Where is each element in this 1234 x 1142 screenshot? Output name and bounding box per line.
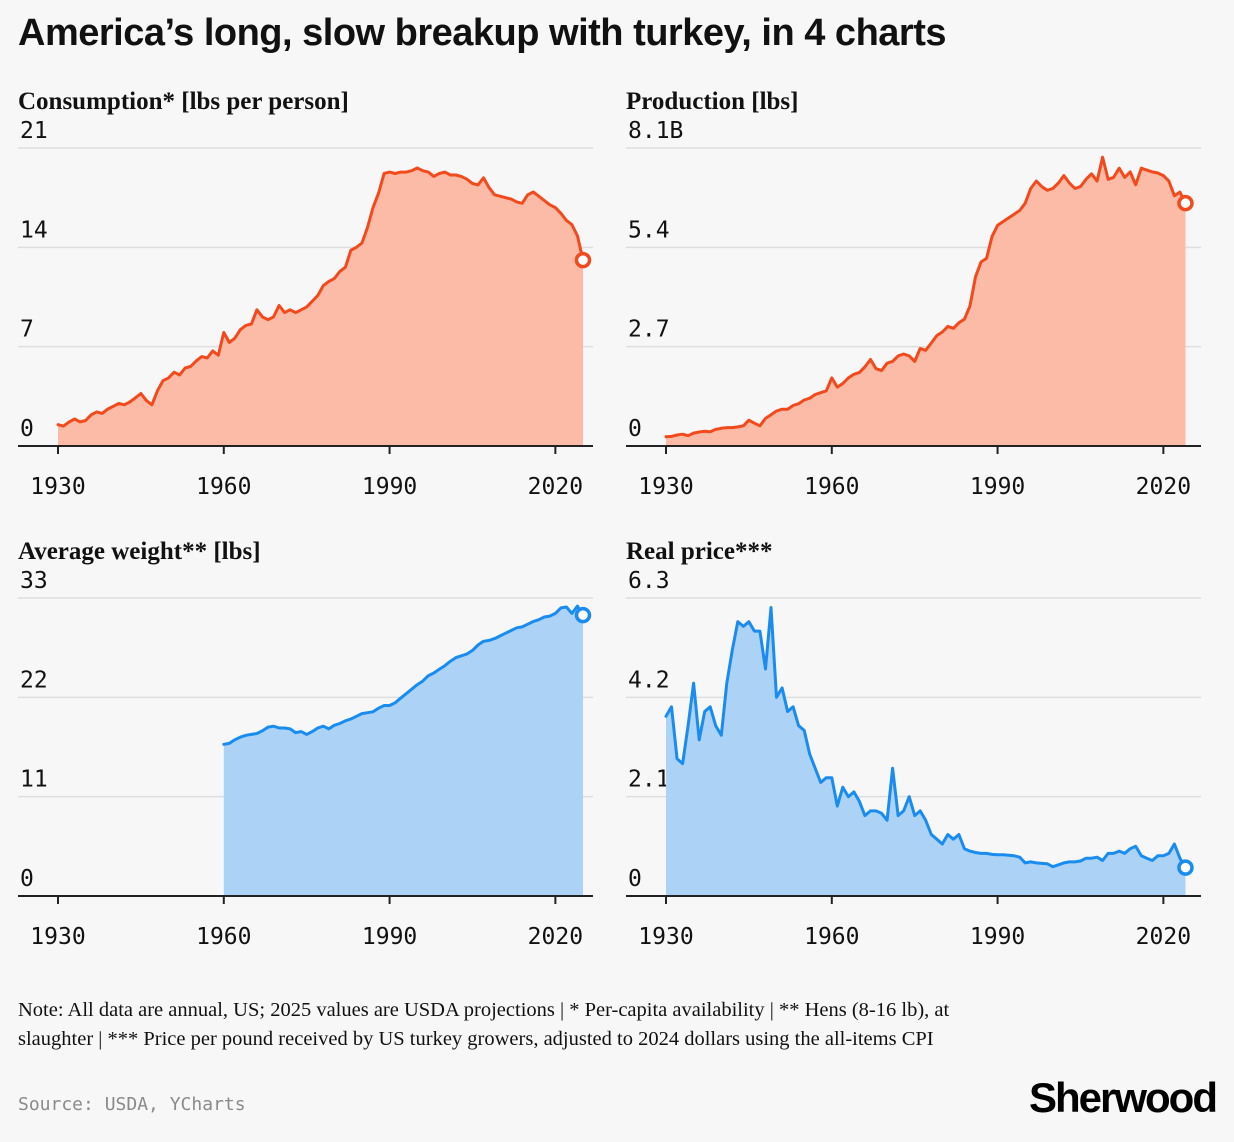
x-tick-label: 1990 — [362, 924, 417, 950]
y-tick-label: 2.7 — [628, 317, 670, 343]
x-tick-label: 1930 — [638, 474, 693, 500]
y-tick-label: 0 — [628, 416, 642, 442]
price-series-line — [664, 606, 1187, 870]
production-endpoint-marker — [1177, 194, 1194, 212]
y-tick-label: 8.1B — [628, 118, 683, 144]
x-tick-label: 2020 — [1136, 474, 1191, 500]
weight-chart: 0 11 22 33 1930 1960 1990 2020 — [18, 568, 593, 950]
weight-area — [223, 606, 584, 896]
x-tick-label: 1960 — [196, 474, 251, 500]
weight-series-line — [222, 604, 585, 746]
consumption-title: Consumption* [lbs per person] — [18, 88, 349, 115]
weight-title: Average weight** [lbs] — [18, 538, 261, 565]
price-chart: 0 2.1 4.2 6.3 1930 1960 1990 2020 — [626, 568, 1201, 950]
price-area — [666, 607, 1186, 896]
source-line: Source: USDA, YCharts — [18, 1094, 246, 1115]
production-area — [666, 157, 1186, 446]
price-panel: Real price*** 0 2.1 4.2 6.3 1930 1960 1990 2020 — [626, 538, 1226, 978]
y-tick-label: 0 — [628, 866, 642, 892]
consumption-series-line — [56, 166, 585, 428]
consumption-area — [58, 167, 583, 446]
x-tick-label: 1960 — [804, 924, 859, 950]
y-tick-label: 4.2 — [628, 667, 670, 693]
x-tick-label: 1960 — [196, 924, 251, 950]
weight-endpoint-marker — [574, 606, 592, 624]
y-tick-label: 14 — [20, 217, 48, 243]
x-tick-label: 1990 — [362, 474, 417, 500]
x-tick-label: 2020 — [1136, 924, 1191, 950]
price-title: Real price*** — [626, 538, 773, 565]
x-tick-label: 1930 — [638, 924, 693, 950]
x-tick-label: 2020 — [528, 474, 583, 500]
x-tick-label: 1990 — [970, 924, 1025, 950]
y-tick-label: 5.4 — [628, 217, 670, 243]
consumption-panel: Consumption* [lbs per person] 0 7 14 21 1930… — [18, 88, 618, 528]
y-tick-label: 2.1 — [628, 767, 670, 793]
x-tick-label: 1930 — [30, 924, 85, 950]
page-title: America’s long, slow breakup with turkey… — [18, 12, 947, 54]
production-series-line — [664, 155, 1187, 439]
x-tick-label: 2020 — [528, 924, 583, 950]
footnote: Note: All data are annual, US; 2025 valu… — [18, 999, 950, 1050]
brand-logo: Sherwood — [1028, 1074, 1218, 1121]
x-tick-label: 1930 — [30, 474, 85, 500]
y-tick-label: 33 — [20, 568, 48, 594]
y-tick-label: 11 — [20, 767, 48, 793]
x-tick-label: 1960 — [804, 474, 859, 500]
consumption-chart: 0 7 14 21 1930 1960 1990 2020 — [18, 118, 593, 500]
production-panel: Production [lbs] 0 2.7 5.4 8.1B 1930 1960 1990… — [626, 88, 1226, 528]
weight-panel: Average weight** [lbs] 0 11 22 33 1930 1960 19… — [18, 538, 618, 978]
x-tick-label: 1990 — [970, 474, 1025, 500]
production-title: Production [lbs] — [626, 88, 799, 115]
y-tick-label: 21 — [20, 118, 48, 144]
y-tick-label: 0 — [20, 416, 34, 442]
price-endpoint-marker — [1177, 859, 1194, 876]
y-tick-label: 22 — [20, 667, 48, 693]
production-chart: 0 2.7 5.4 8.1B 1930 1960 1990 2020 — [626, 118, 1201, 500]
y-tick-label: 6.3 — [628, 568, 670, 594]
y-tick-label: 0 — [20, 866, 34, 892]
y-tick-label: 7 — [20, 317, 34, 343]
consumption-endpoint-marker — [574, 251, 592, 269]
